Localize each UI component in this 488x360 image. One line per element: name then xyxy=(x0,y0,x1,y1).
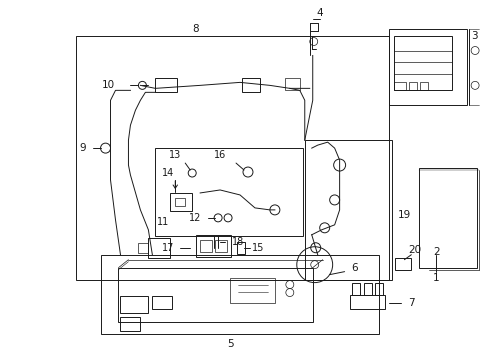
Bar xyxy=(375,283,383,294)
Bar xyxy=(118,268,312,323)
Bar xyxy=(419,168,476,268)
Bar xyxy=(196,235,230,257)
Text: 18: 18 xyxy=(231,237,244,247)
Text: 5: 5 xyxy=(226,339,233,349)
Bar xyxy=(76,36,388,280)
Text: 12: 12 xyxy=(189,213,201,223)
Bar xyxy=(363,283,371,294)
Text: 14: 14 xyxy=(162,168,174,178)
Bar xyxy=(148,238,170,258)
Bar xyxy=(215,240,226,252)
Bar xyxy=(285,78,299,90)
Text: 11: 11 xyxy=(157,217,169,227)
Text: 17: 17 xyxy=(162,243,174,253)
Bar xyxy=(388,28,466,105)
Text: 9: 9 xyxy=(79,143,86,153)
Bar xyxy=(120,296,148,314)
Text: 2: 2 xyxy=(432,247,439,257)
Bar xyxy=(155,78,177,92)
Bar xyxy=(351,283,359,294)
Bar xyxy=(242,78,260,92)
Bar xyxy=(229,278,274,302)
Text: 15: 15 xyxy=(251,243,264,253)
Text: 1: 1 xyxy=(432,273,439,283)
Text: 19: 19 xyxy=(397,210,410,220)
Bar xyxy=(408,82,416,90)
Bar xyxy=(101,255,379,334)
Bar xyxy=(200,240,212,252)
Text: 16: 16 xyxy=(214,150,226,160)
Bar xyxy=(170,193,192,211)
Text: 4: 4 xyxy=(316,8,323,18)
Bar xyxy=(420,82,427,90)
Bar xyxy=(304,140,392,280)
Text: 20: 20 xyxy=(407,245,420,255)
Text: 7: 7 xyxy=(407,297,414,307)
Text: 3: 3 xyxy=(470,31,476,41)
Bar xyxy=(394,82,406,90)
Bar xyxy=(237,242,244,254)
Bar xyxy=(175,198,185,206)
Bar xyxy=(395,258,410,270)
Text: 10: 10 xyxy=(102,80,115,90)
Bar xyxy=(120,318,140,332)
Bar xyxy=(138,243,148,253)
Text: 8: 8 xyxy=(191,24,198,33)
Bar xyxy=(152,296,172,310)
Bar xyxy=(155,148,302,236)
Text: 6: 6 xyxy=(350,263,357,273)
Bar xyxy=(394,36,451,90)
Bar xyxy=(349,294,385,309)
Text: 13: 13 xyxy=(169,150,181,160)
